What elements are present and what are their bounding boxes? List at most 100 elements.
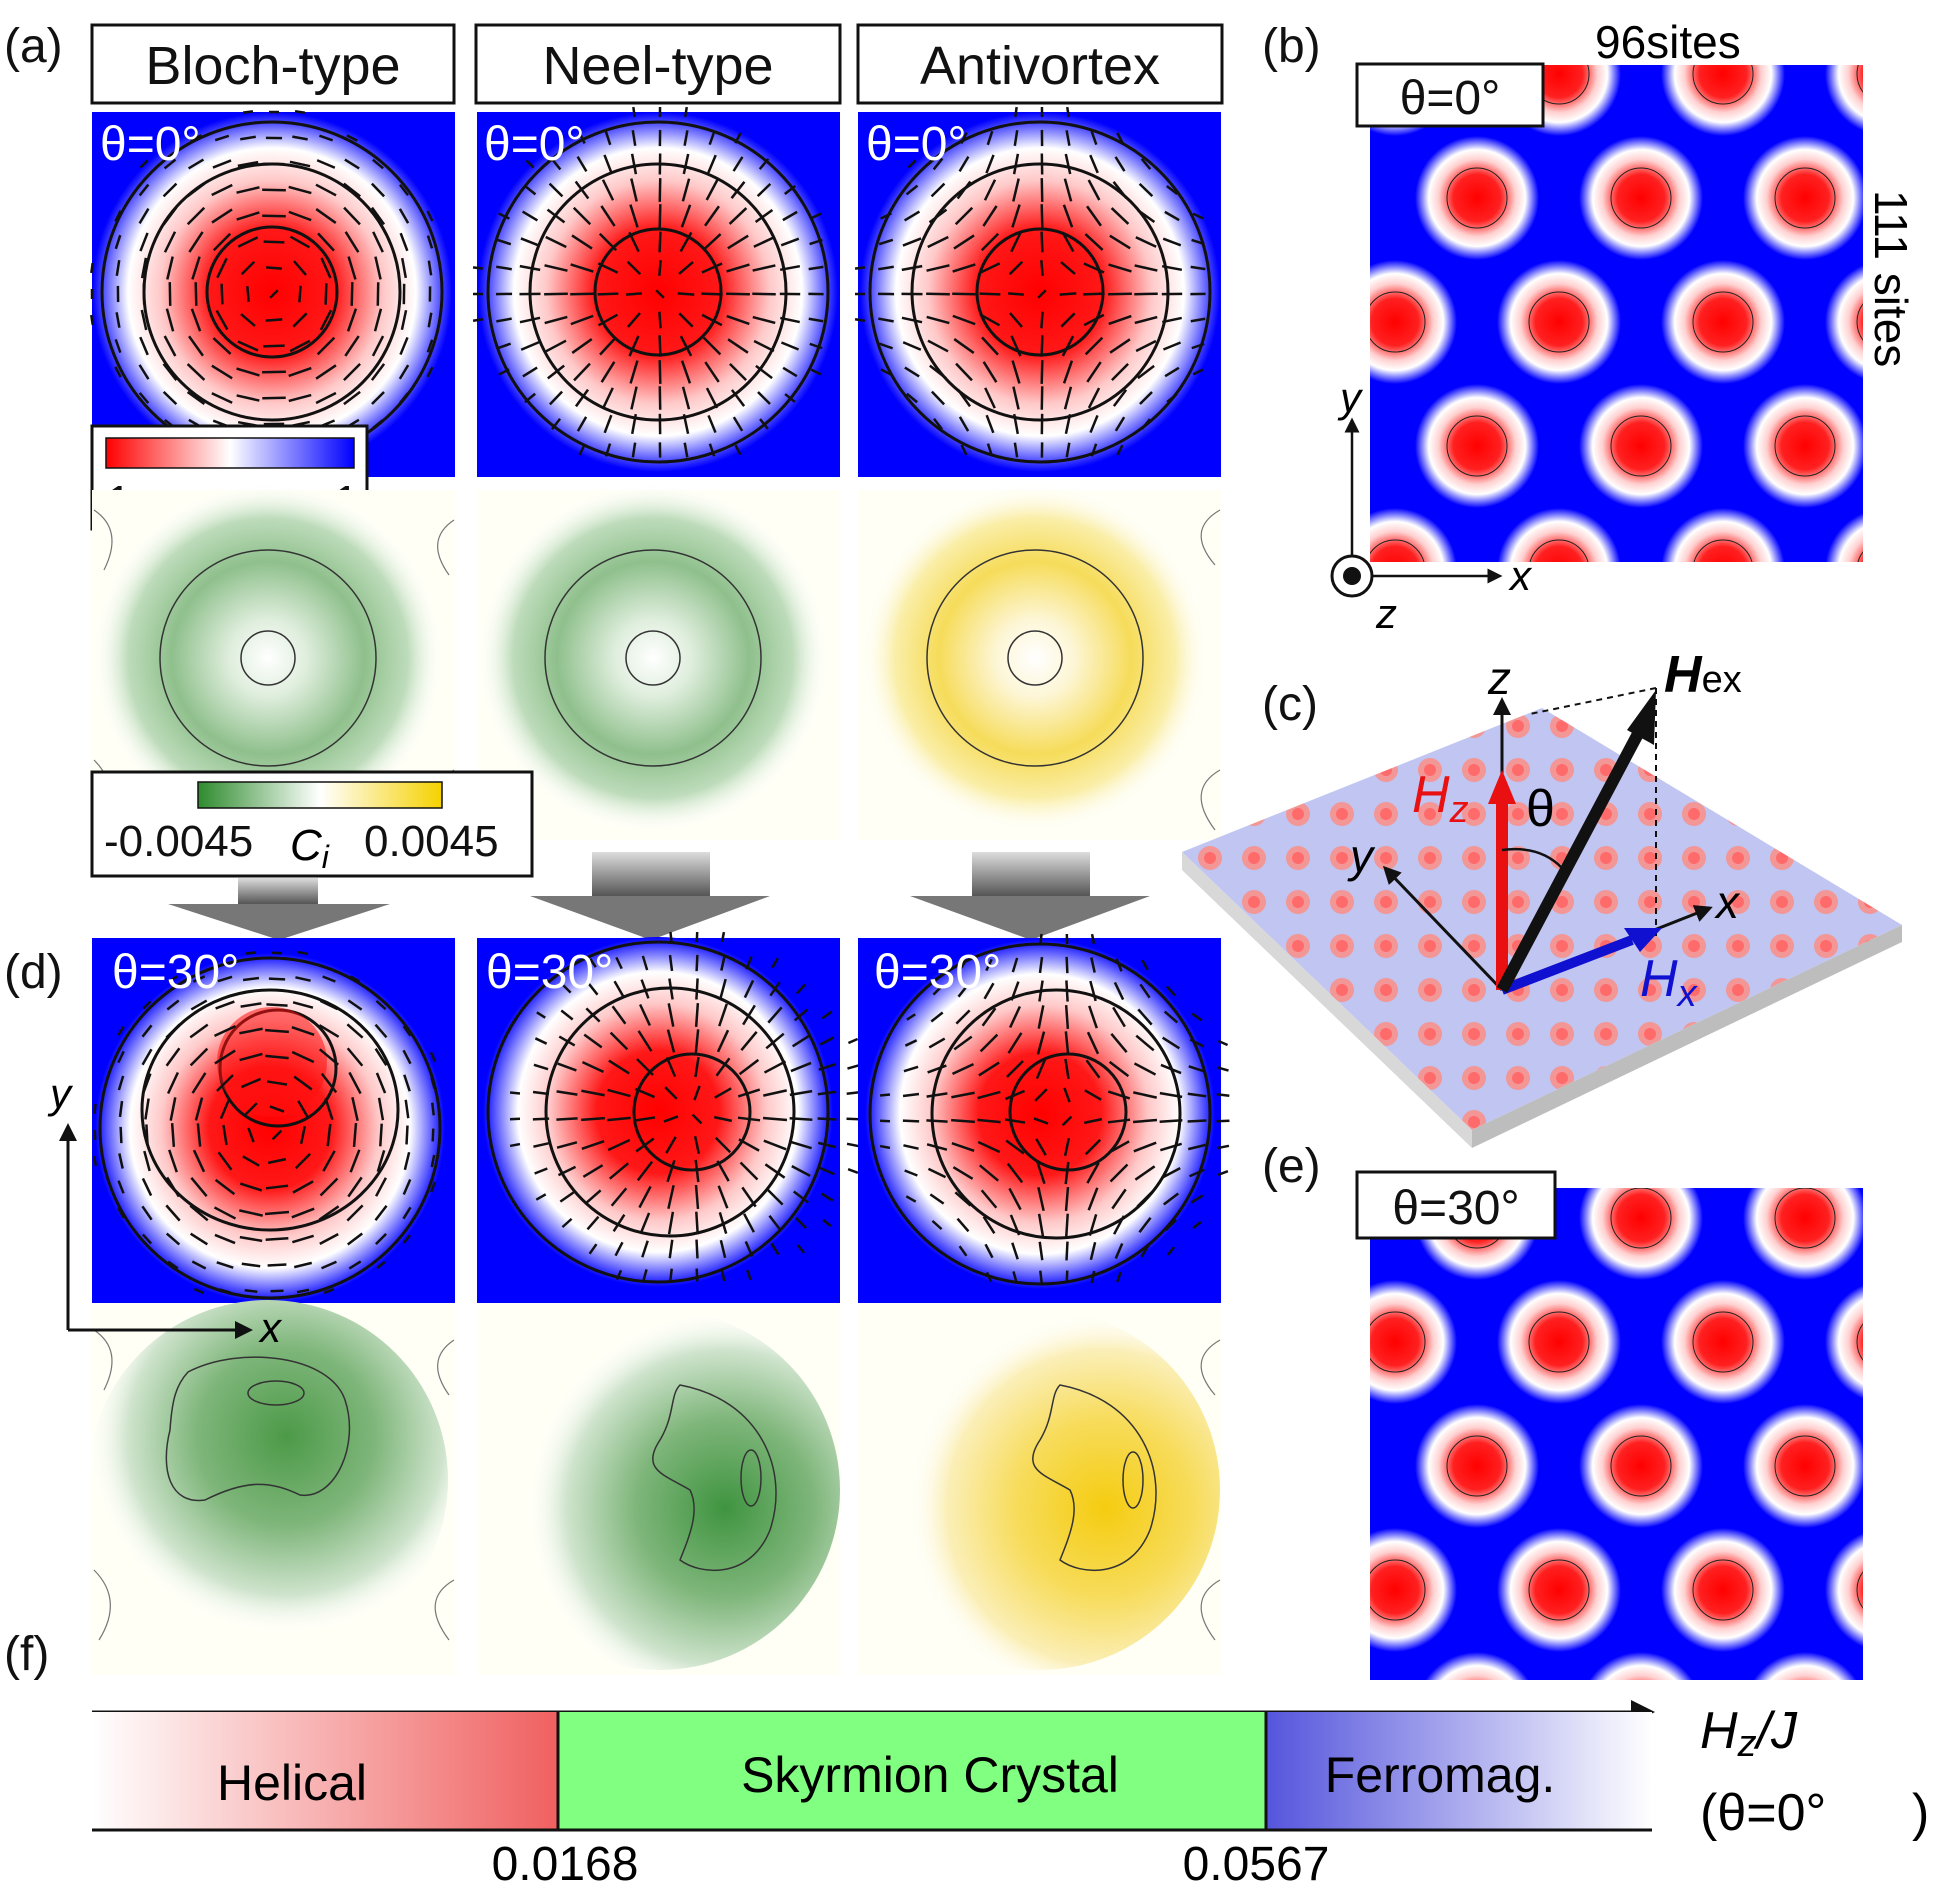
spin-arrow [790, 1118, 813, 1119]
skyrmion [1579, 136, 1703, 260]
skyrmion [1661, 260, 1785, 384]
header-antivortex: Antivortex [858, 25, 1222, 103]
spin-arrow [266, 1004, 287, 1005]
lattice-width-label: 96sites [1595, 16, 1741, 68]
spin-arrow [670, 1269, 671, 1282]
skyrmion [1579, 1156, 1703, 1280]
spin-arrow [1015, 107, 1016, 117]
spin-arrow [1042, 232, 1043, 253]
skyrmion [1743, 384, 1867, 508]
spin-arrow [847, 1119, 860, 1120]
skyrmion [1579, 384, 1703, 508]
transition-arrow-neel [530, 852, 770, 940]
axis-z-b: z [1375, 590, 1397, 637]
lattice-theta30 [1333, 1156, 1949, 1776]
spin-arrow [847, 1065, 858, 1068]
spin-arrow [352, 282, 353, 306]
spin-arrow [1040, 1271, 1041, 1284]
spin-arrow [299, 286, 300, 303]
skyrmion [1333, 1528, 1457, 1652]
spin-arrow [1188, 1121, 1207, 1122]
spin-arrow [1008, 293, 1024, 294]
theta-d-bloch: θ=30° [112, 946, 239, 999]
spin-arrow [697, 1269, 698, 1282]
spin-arrow [1041, 260, 1042, 276]
spin-arrow [696, 1212, 697, 1235]
spin-arrow [473, 319, 483, 321]
spin-arrow [94, 1104, 95, 1114]
colorbar-ci-max: 0.0045 [364, 817, 499, 866]
phase-condition-close: ) [1912, 1784, 1929, 1842]
ci-map-neel-30 [477, 1303, 840, 1675]
spin-arrow [696, 1003, 698, 1027]
phase-axis-label: Hz/J [1700, 1702, 1798, 1765]
panel-label-c: (c) [1262, 678, 1318, 731]
panel-label-a: (a) [4, 20, 63, 73]
spin-arrow [1041, 312, 1042, 329]
phase-diagram: Helical Skyrmion Crystal Ferromag. 0.016… [92, 1702, 1929, 1885]
skyrmion [1579, 1404, 1703, 1528]
theta-a-neel: θ=0° [484, 118, 585, 171]
skyrmion [1415, 136, 1539, 260]
spin-arrow [633, 107, 634, 117]
spin-arrow [581, 1118, 605, 1120]
spin-arrow [263, 346, 284, 347]
spin-arrow [848, 1169, 858, 1173]
spin-arrow [146, 1124, 147, 1145]
spin-arrow [818, 1119, 837, 1120]
spin-arrow [570, 294, 594, 295]
spin-arrow [246, 952, 256, 953]
spin-arrow [1066, 980, 1067, 1001]
spin-arrow [952, 294, 976, 295]
spin-arrow [1040, 934, 1041, 944]
spin-arrow [262, 216, 286, 217]
spin-arrow [1066, 1214, 1067, 1237]
spin-arrow [1067, 957, 1068, 973]
skyrmion [1743, 1156, 1867, 1280]
spin-arrow [121, 1127, 122, 1143]
theta-b: θ=0° [1400, 72, 1501, 125]
spin-arrow [243, 111, 253, 112]
skyrmion [1661, 1280, 1785, 1404]
transition-arrow-antivortex [910, 852, 1150, 940]
skyrmion [1333, 260, 1457, 384]
spin-arrow [196, 282, 197, 306]
spin-arrow [432, 1103, 433, 1116]
boundary-2: 0.0567 [1183, 1838, 1330, 1885]
colorbar-ci: -0.0045 Ci 0.0045 [92, 772, 532, 876]
spin-arrow [247, 286, 248, 302]
spin-arrow [510, 1092, 520, 1093]
spin-arrow [1060, 293, 1077, 294]
spin-arrow [266, 319, 283, 320]
boundary-1: 0.0168 [492, 1838, 639, 1885]
spin-arrow [533, 1119, 549, 1120]
spin-arrow [407, 1126, 408, 1145]
spin-arrow [670, 932, 671, 942]
transition-arrow-bloch [168, 878, 390, 940]
spin-arrow [380, 1124, 381, 1147]
spin-arrow [326, 283, 327, 304]
skyrmion [1415, 1404, 1539, 1528]
spin-arrow [696, 978, 697, 999]
skyrmion [1661, 508, 1785, 632]
axis-z-c: z [1487, 652, 1511, 704]
spin-arrow [271, 1291, 284, 1292]
spin-arrow [659, 260, 660, 276]
spin-arrow [880, 1094, 890, 1095]
axis-x-b: x [1508, 552, 1533, 599]
skyrmion [1743, 1404, 1867, 1528]
theta-a-bloch: θ=0° [100, 118, 201, 171]
header-neel: Neel-type [476, 25, 840, 103]
spin-arrow [266, 1238, 289, 1239]
spin-arrow [1160, 1120, 1183, 1121]
spin-arrow [1083, 294, 1104, 295]
skyrmion [1825, 1528, 1949, 1652]
spin-arrow [697, 955, 698, 971]
panel-label-b: (b) [1262, 20, 1321, 73]
phase-ferro-label: Ferromag. [1325, 1747, 1556, 1803]
spin-arrow [847, 1092, 860, 1093]
axis-x-d: x [258, 1304, 283, 1351]
spin-arrow [626, 293, 642, 294]
header-antivortex-text: Antivortex [920, 36, 1160, 96]
